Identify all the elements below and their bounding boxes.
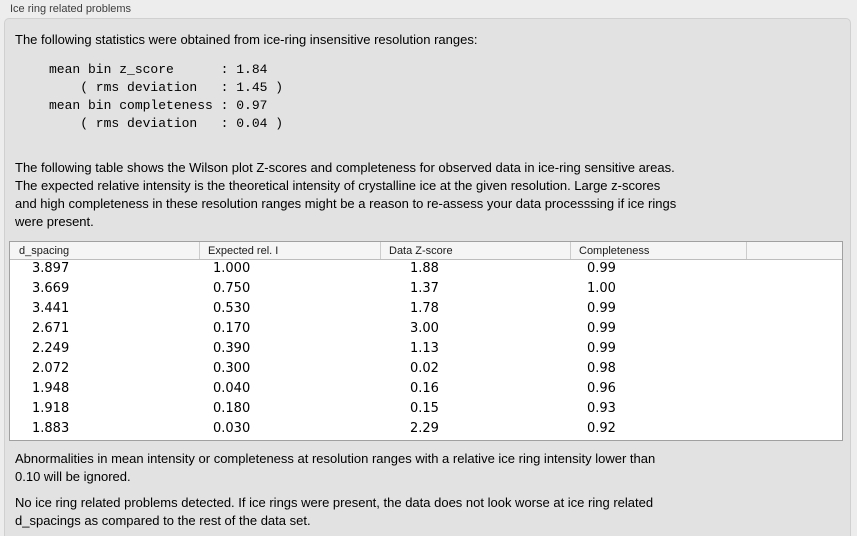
table-cell: 0.530: [213, 301, 251, 316]
table-row[interactable]: 2.072 0.300 0.02 0.98: [10, 360, 842, 380]
table-cell: 0.93: [587, 401, 616, 416]
ice-ring-groupbox: The following statistics were obtained f…: [4, 18, 851, 536]
table-cell: 1.88: [410, 261, 439, 276]
table-header-row: d_spacing Expected rel. I Data Z-score Comp…: [10, 242, 842, 260]
table-cell: 1.00: [587, 281, 616, 296]
table-body: 3.897 1.000 1.88 0.99 3.669 0.750 1.37 1.00 3.44…: [10, 260, 842, 440]
table-cell: 2.249: [32, 341, 70, 356]
table-cell: 0.99: [587, 301, 616, 316]
table-cell-spacer: [746, 320, 842, 340]
table-cell: 2.072: [32, 361, 70, 376]
ice-ring-table: d_spacing Expected rel. I Data Z-score Comp…: [9, 241, 843, 441]
column-header-completeness[interactable]: Completeness: [570, 242, 746, 259]
column-header-spacer: [746, 242, 842, 259]
conclusion-text: No ice ring related problems detected. I…: [15, 495, 654, 528]
table-cell: 0.180: [213, 401, 251, 416]
ignore-threshold-note: Abnormalities in mean intensity or compl…: [15, 451, 656, 484]
table-cell: 0.99: [587, 321, 616, 336]
table-cell-spacer: [746, 300, 842, 320]
table-row[interactable]: 3.441 0.530 1.78 0.99: [10, 300, 842, 320]
intro-text: The following statistics were obtained f…: [15, 32, 478, 47]
table-row[interactable]: 2.249 0.390 1.13 0.99: [10, 340, 842, 360]
column-header-expected-rel-i[interactable]: Expected rel. I: [199, 242, 380, 259]
table-cell: 0.02: [410, 361, 439, 376]
table-cell: 1.948: [32, 381, 70, 396]
table-cell: 0.99: [587, 261, 616, 276]
table-cell-spacer: [746, 400, 842, 420]
table-cell-spacer: [746, 260, 842, 280]
table-cell: 3.669: [32, 281, 70, 296]
table-cell: 0.390: [213, 341, 251, 356]
table-row[interactable]: 1.948 0.040 0.16 0.96: [10, 380, 842, 400]
column-header-data-z-score[interactable]: Data Z-score: [380, 242, 570, 259]
table-cell: 2.29: [410, 421, 439, 436]
stats-block: mean bin z_score : 1.84 ( rms deviation …: [49, 62, 284, 131]
table-row[interactable]: 1.883 0.030 2.29 0.92: [10, 420, 842, 440]
table-row[interactable]: 2.671 0.170 3.00 0.99: [10, 320, 842, 340]
table-row[interactable]: 3.897 1.000 1.88 0.99: [10, 260, 842, 280]
table-cell: 1.000: [213, 261, 251, 276]
table-cell: 0.99: [587, 341, 616, 356]
table-cell-spacer: [746, 280, 842, 300]
table-cell: 0.300: [213, 361, 251, 376]
table-cell: 0.98: [587, 361, 616, 376]
table-cell-spacer: [746, 360, 842, 380]
table-cell: 3.00: [410, 321, 439, 336]
table-cell: 1.78: [410, 301, 439, 316]
table-cell: 0.750: [213, 281, 251, 296]
table-cell: 3.897: [32, 261, 70, 276]
table-cell: 0.15: [410, 401, 439, 416]
table-cell: 0.92: [587, 421, 616, 436]
table-description-text: The following table shows the Wilson plo…: [15, 160, 677, 229]
panel-title: Ice ring related problems: [10, 3, 132, 15]
table-cell: 1.883: [32, 421, 70, 436]
table-row[interactable]: 3.669 0.750 1.37 1.00: [10, 280, 842, 300]
table-cell: 2.671: [32, 321, 70, 336]
table-cell-spacer: [746, 420, 842, 440]
table-row[interactable]: 1.918 0.180 0.15 0.93: [10, 400, 842, 420]
table-cell: 1.13: [410, 341, 439, 356]
table-cell: 0.96: [587, 381, 616, 396]
table-cell: 0.16: [410, 381, 439, 396]
table-cell: 1.37: [410, 281, 439, 296]
column-header-d-spacing[interactable]: d_spacing: [19, 245, 70, 257]
table-cell-spacer: [746, 380, 842, 400]
table-cell: 0.030: [213, 421, 251, 436]
table-cell-spacer: [746, 340, 842, 360]
table-cell: 1.918: [32, 401, 70, 416]
table-cell: 0.040: [213, 381, 251, 396]
table-cell: 3.441: [32, 301, 70, 316]
table-cell: 0.170: [213, 321, 251, 336]
